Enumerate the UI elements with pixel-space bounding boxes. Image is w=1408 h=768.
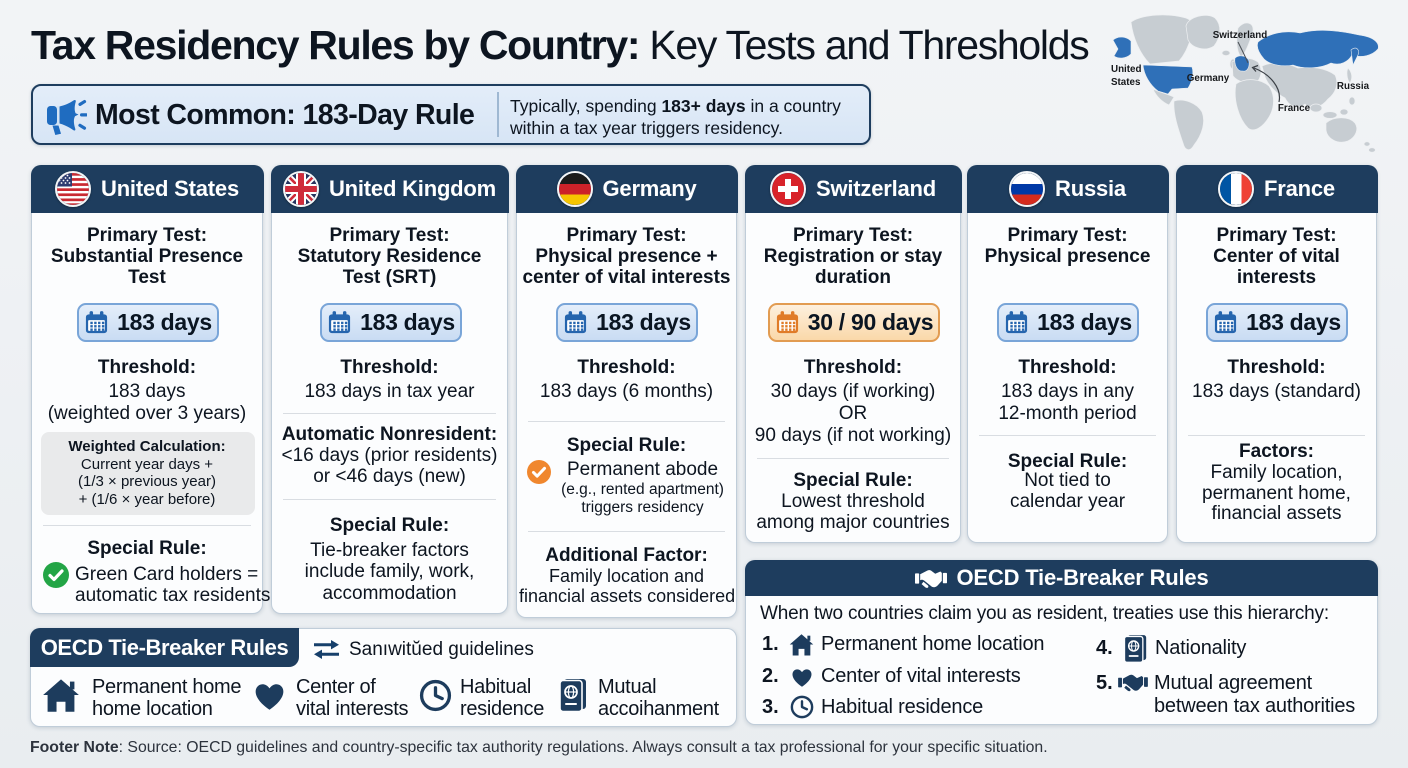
svg-text:Germany: Germany: [1187, 73, 1230, 84]
svg-text:States: States: [1111, 77, 1141, 88]
svg-text:Russia: Russia: [1337, 81, 1370, 92]
svg-text:France: France: [1278, 103, 1311, 114]
svg-text:Switzerland: Switzerland: [1213, 30, 1267, 41]
svg-text:United: United: [1111, 64, 1141, 75]
